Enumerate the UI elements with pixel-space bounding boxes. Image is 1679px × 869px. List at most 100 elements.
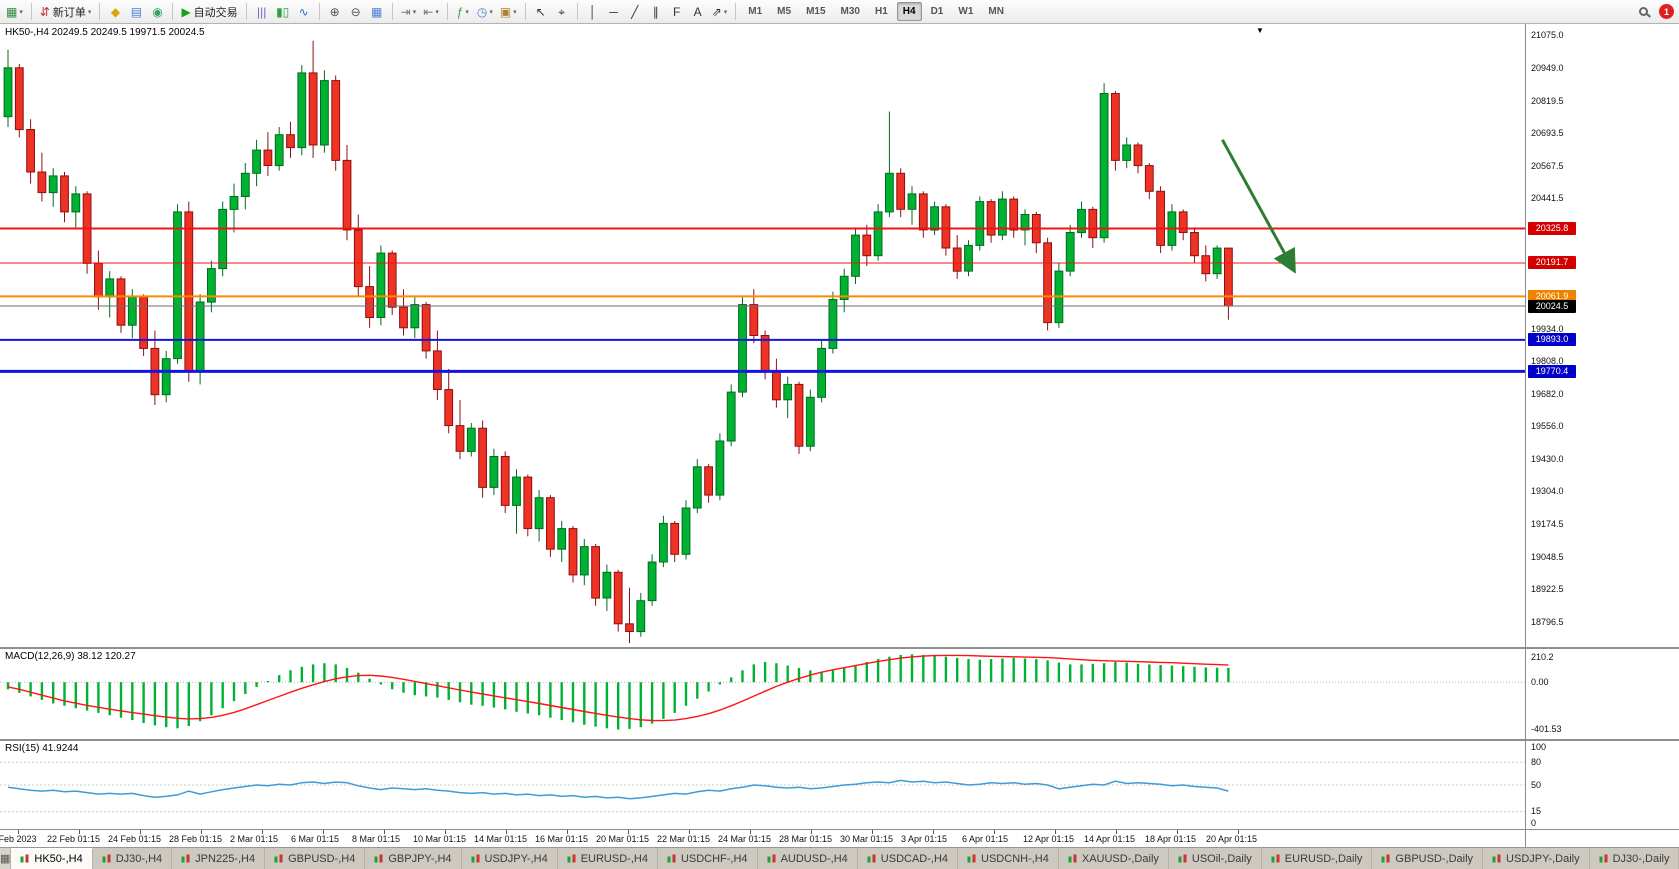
time-label: 8 Mar 01:15 xyxy=(352,834,401,844)
tab-chart-icon xyxy=(1492,854,1502,864)
chart-shift-button[interactable]: ⇤ ▾ xyxy=(420,2,442,22)
text-icon: A xyxy=(693,4,702,19)
metaeditor-button[interactable]: ◆ xyxy=(105,2,125,22)
tab-chart-icon xyxy=(1178,854,1188,864)
window-list-icon[interactable]: ▦ xyxy=(0,848,12,869)
tab-dj30-daily[interactable]: DJ30-,Daily xyxy=(1589,848,1679,869)
price-axis[interactable]: 21075.0 20949.0 20819.5 20693.5 20567.5 20441… xyxy=(1525,24,1679,647)
toolbar-separator xyxy=(391,3,393,20)
time-tick xyxy=(201,830,202,834)
price-tick: 20441.5 xyxy=(1531,193,1564,204)
zoom-out-button[interactable]: ⊖ xyxy=(346,2,366,22)
profiles-icon: ▤ xyxy=(130,4,143,19)
tab-audusd-h4[interactable]: AUDUSD-,H4 xyxy=(757,848,858,869)
rsi-panel[interactable]: RSI(15) 41.9244 xyxy=(0,741,1525,829)
trendline-button[interactable]: ╱ xyxy=(625,2,645,22)
fibonacci-icon: F xyxy=(673,4,681,19)
tab-usdcad-h4[interactable]: USDCAD-,H4 xyxy=(857,848,959,869)
time-axis[interactable]: 20 Feb 2023 22 Feb 01:15 24 Feb 01:15 28 Fe… xyxy=(0,829,1525,847)
candlestick-chart-type-icon: ▮▯ xyxy=(276,4,290,19)
tab-xauusd-daily[interactable]: XAUUSD-,Daily xyxy=(1058,848,1169,869)
tab-usdchf-h4[interactable]: USDCHF-,H4 xyxy=(657,848,758,869)
macd-panel[interactable]: MACD(12,26,9) 38.12 120.27 xyxy=(0,649,1525,739)
tab-jpn225-h4[interactable]: JPN225-,H4 xyxy=(172,848,266,869)
timeframe-h1-button[interactable]: H1 xyxy=(874,6,888,17)
crosshair-button[interactable]: ⌖ xyxy=(552,2,572,22)
tab-gbpjpy-h4[interactable]: GBPJPY-,H4 xyxy=(365,848,462,869)
indicators-button[interactable]: ƒ ▾ xyxy=(453,2,473,22)
auto-scroll-button[interactable]: ⇥ ▾ xyxy=(398,2,420,22)
tab-gbpusd-h4[interactable]: GBPUSD-,H4 xyxy=(265,848,366,869)
refresh-button[interactable]: ◉ xyxy=(147,2,167,22)
tab-chart-icon xyxy=(471,854,481,864)
timeframe-w1-button[interactable]: W1 xyxy=(958,6,974,17)
equidistant-channel-button[interactable]: ∥ xyxy=(646,2,666,22)
timeframe-mn-button[interactable]: MN xyxy=(988,6,1004,17)
symbol-info: HK50-,H4 20249.5 20249.5 19971.5 20024.5 xyxy=(5,27,205,38)
notification-badge[interactable]: 1 xyxy=(1659,4,1674,19)
line-chart-button[interactable]: ∿ xyxy=(294,2,314,22)
time-label: 14 Apr 01:15 xyxy=(1084,834,1136,844)
vertical-line-button[interactable]: │ xyxy=(583,2,603,22)
periods-button[interactable]: ◷ ▾ xyxy=(474,2,496,22)
tab-dj30-h4[interactable]: DJ30-,H4 xyxy=(92,848,173,869)
tab-usdjpy-h4[interactable]: USDJPY-,H4 xyxy=(461,848,558,869)
tab-usdcnh-h4[interactable]: USDCNH-,H4 xyxy=(958,848,1059,869)
tab-label: USDCHF-,H4 xyxy=(680,852,748,865)
tab-eurusd-h4[interactable]: EURUSD-,H4 xyxy=(557,848,658,869)
candlestick-chart[interactable]: HK50-,H4 20249.5 20249.5 19971.5 20024.5… xyxy=(0,24,1525,647)
time-label: 12 Apr 01:15 xyxy=(1023,834,1075,844)
timeframe-d1-button[interactable]: D1 xyxy=(930,6,944,17)
arrows-button[interactable]: ⇗ ▾ xyxy=(709,2,731,22)
timeframe-m30-button[interactable]: M30 xyxy=(840,6,860,17)
timeframe-m1-button[interactable]: M1 xyxy=(748,6,763,17)
time-tick xyxy=(79,830,80,834)
toolbar-separator xyxy=(245,3,247,20)
tile-windows-icon: ▦ xyxy=(371,4,383,19)
timeframe-h4-button[interactable]: H4 xyxy=(896,2,922,21)
candlestick-chart-type-button[interactable]: ▮▯ xyxy=(273,2,293,22)
profiles-button[interactable]: ▤ xyxy=(126,2,146,22)
horizontal-line-button[interactable]: ─ xyxy=(604,2,624,22)
tab-label: JPN225-,H4 xyxy=(195,852,256,865)
tab-chart-icon xyxy=(181,854,191,864)
macd-axis-label: 0.00 xyxy=(1531,676,1549,687)
templates-button[interactable]: ▣ ▾ xyxy=(497,2,520,22)
tile-windows-button[interactable]: ▦ xyxy=(367,2,387,22)
tab-hk50-h4[interactable]: HK50-,H4 xyxy=(11,848,93,869)
cursor-button[interactable]: ↖ xyxy=(531,2,551,22)
time-label: 10 Mar 01:15 xyxy=(413,834,467,844)
toolbar-separator xyxy=(99,3,101,20)
time-label: 22 Feb 01:15 xyxy=(47,834,101,844)
tab-gbpusd-daily[interactable]: GBPUSD-,Daily xyxy=(1372,848,1484,869)
zoom-in-button[interactable]: ⊕ xyxy=(325,2,345,22)
text-button[interactable]: A xyxy=(688,2,708,22)
panel-resize-handle[interactable] xyxy=(0,739,1679,741)
time-tick xyxy=(384,830,385,834)
search-button[interactable] xyxy=(1633,2,1653,22)
timeframe-m15-button[interactable]: M15 xyxy=(806,6,826,17)
auto-scroll-icon: ⇥ xyxy=(400,4,411,19)
tab-chart-icon xyxy=(867,854,877,864)
tab-label: DJ30-,H4 xyxy=(115,852,163,865)
bars-chart-button[interactable]: ||| xyxy=(252,2,272,22)
toolbar-right: 1 xyxy=(1633,2,1676,22)
autotrading-label: 自动交易 xyxy=(193,6,238,19)
caret-down-icon: ▾ xyxy=(435,8,439,16)
new-order-button[interactable]: ⇵ 新订单 ▾ xyxy=(37,2,95,22)
fibonacci-button[interactable]: F xyxy=(667,2,687,22)
time-label: 18 Apr 01:15 xyxy=(1145,834,1197,844)
tab-label: GBPUSD-,Daily xyxy=(1395,852,1474,865)
tab-usoil-daily[interactable]: USOil-,Daily xyxy=(1168,848,1262,869)
new-chart-button[interactable]: ▦ ▾ xyxy=(3,2,26,22)
panel-resize-handle[interactable] xyxy=(0,647,1679,649)
chart-menu-arrow-icon[interactable]: ▼ xyxy=(1256,26,1264,35)
tab-usdjpy-daily[interactable]: USDJPY-,Daily xyxy=(1483,848,1590,869)
autotrading-button[interactable]: ▶ 自动交易 xyxy=(178,2,240,22)
time-label: 20 Feb 2023 xyxy=(0,834,37,844)
tab-eurusd-daily[interactable]: EURUSD-,Daily xyxy=(1261,848,1373,869)
timeframe-m5-button[interactable]: M5 xyxy=(777,6,792,17)
toolbar-groups: ▦ ▾ ⇵ 新订单 ▾ ◆ ▤ ◉ ▶ 自动交易 ||| ▮▯ ∿ ⊕ ⊖ ▦ ⇥ ▾ ⇤ ▾ ƒ ▾ ◷ ▾ ▣ ▾ ↖ ⌖ │ ─ ╱ ∥… xyxy=(3,2,1011,22)
time-axis-corner xyxy=(1525,829,1679,847)
